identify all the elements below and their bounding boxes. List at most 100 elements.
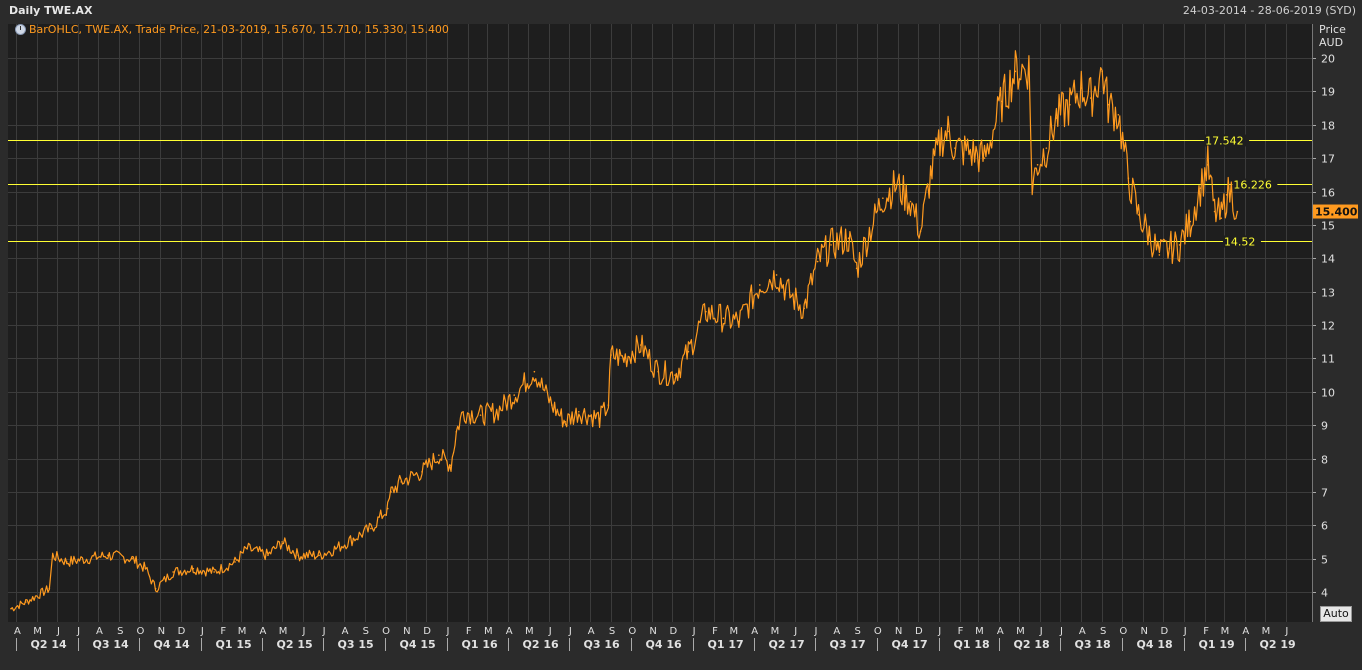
month-tick-label: O [874, 626, 882, 637]
price-data-point [281, 541, 283, 543]
price-data-point [1031, 184, 1034, 186]
price-tick-label: 11 [1321, 353, 1335, 366]
month-tick-label: J [301, 626, 305, 637]
level-label: 14.52 [1224, 236, 1256, 249]
price-tick-label: 17 [1321, 153, 1335, 166]
month-tick-label: F [466, 626, 472, 637]
month-tick-label: D [423, 626, 431, 637]
price-data-point [623, 357, 625, 360]
price-data-point [513, 394, 516, 396]
month-tick-label: J [1284, 626, 1288, 637]
price-data-point [1036, 164, 1039, 166]
month-tick-label: M [484, 626, 493, 637]
date-axis-area [0, 622, 1362, 670]
price-data-point [1028, 67, 1030, 69]
price-data-point [789, 294, 791, 296]
month-tick-label: A [14, 626, 21, 637]
price-data-point [107, 554, 109, 557]
month-tick-label: A [833, 626, 840, 637]
level-label-background [1204, 134, 1250, 147]
price-data-point [1055, 117, 1058, 119]
month-tick-label: M [1016, 626, 1025, 637]
price-data-point [1148, 234, 1151, 236]
price-data-point [267, 554, 269, 557]
month-tick-label: O [137, 626, 145, 637]
last-price-label: 15.400 [1315, 206, 1358, 219]
price-data-point [421, 471, 423, 473]
price-data-point [51, 554, 54, 557]
price-data-point [1206, 164, 1209, 166]
quarter-tick-label: Q2 16 [523, 638, 559, 651]
price-data-point [895, 184, 898, 186]
price-tick-label: 4 [1321, 587, 1328, 600]
price-data-point [462, 410, 464, 413]
month-tick-label: M [238, 626, 247, 637]
level-label: 17.542 [1205, 135, 1244, 148]
price-data-point [816, 260, 819, 263]
quarter-tick-label: Q2 17 [769, 638, 805, 651]
price-data-point [830, 244, 832, 246]
price-data-point [882, 197, 884, 199]
quarter-tick-label: Q3 17 [830, 638, 866, 651]
price-data-point [940, 137, 943, 139]
month-tick-label: J [56, 626, 60, 637]
date-range: 24-03-2014 - 28-06-2019 (SYD) [1182, 4, 1356, 17]
level-label: 16.226 [1233, 179, 1272, 192]
chart-header: Daily TWE.AX 24-03-2014 - 28-06-2019 (SY… [0, 0, 1362, 22]
price-data-point [386, 507, 389, 510]
price-data-point [213, 571, 215, 573]
month-tick-label: M [730, 626, 739, 637]
price-data-point [479, 414, 482, 416]
price-data-point [66, 561, 68, 563]
price-tick-label: 10 [1321, 387, 1335, 400]
price-tick-label: 12 [1321, 320, 1335, 333]
price-data-point [1117, 113, 1120, 116]
price-data-point [968, 150, 970, 153]
price-data-point [929, 174, 932, 176]
price-data-point [847, 237, 850, 240]
price-data-point [335, 547, 337, 550]
price-data-point [318, 554, 320, 557]
price-data-point [1236, 210, 1239, 213]
level-label-background [1222, 235, 1261, 248]
month-tick-label: A [751, 626, 758, 637]
price-data-point [909, 200, 912, 203]
price-tick-label: 16 [1321, 187, 1335, 200]
month-tick-label: J [548, 626, 552, 637]
price-data-point [657, 370, 659, 373]
auto-scale-button[interactable]: Auto [1320, 606, 1352, 622]
price-data-point [722, 317, 725, 320]
month-tick-label: S [609, 626, 615, 637]
series-legend[interactable]: BarOHLC, TWE.AX, Trade Price, 21-03-2019… [15, 23, 449, 36]
price-axis-area [1312, 24, 1362, 622]
month-tick-label: A [1242, 626, 1249, 637]
price-data-point [450, 464, 452, 466]
month-tick-label: J [568, 626, 572, 637]
month-tick-label: D [915, 626, 923, 637]
month-tick-label: A [1079, 626, 1086, 637]
month-tick-label: J [76, 626, 80, 637]
price-data-point [1069, 103, 1071, 106]
last-price-tag [1313, 204, 1358, 219]
month-tick-label: J [1039, 626, 1043, 637]
price-data-point [1213, 210, 1216, 213]
price-data-point [1001, 100, 1003, 103]
price-data-point [551, 404, 553, 406]
price-data-point [1189, 220, 1192, 223]
month-tick-label: M [771, 626, 780, 637]
quarter-tick-label: Q3 14 [93, 638, 129, 651]
quarter-tick-label: Q4 17 [892, 638, 928, 651]
quarter-tick-label: Q3 16 [584, 638, 620, 651]
price-data-point [947, 130, 949, 133]
month-tick-label: O [382, 626, 390, 637]
quarter-tick-label: Q1 19 [1199, 638, 1235, 651]
price-data-point [1127, 177, 1130, 179]
price-data-point [10, 607, 12, 610]
price-tick-label: 9 [1321, 420, 1328, 433]
price-tick-label: 18 [1321, 120, 1335, 133]
price-data-point [1089, 97, 1092, 99]
quarter-tick-label: Q2 14 [31, 638, 67, 651]
month-tick-label: A [506, 626, 513, 637]
